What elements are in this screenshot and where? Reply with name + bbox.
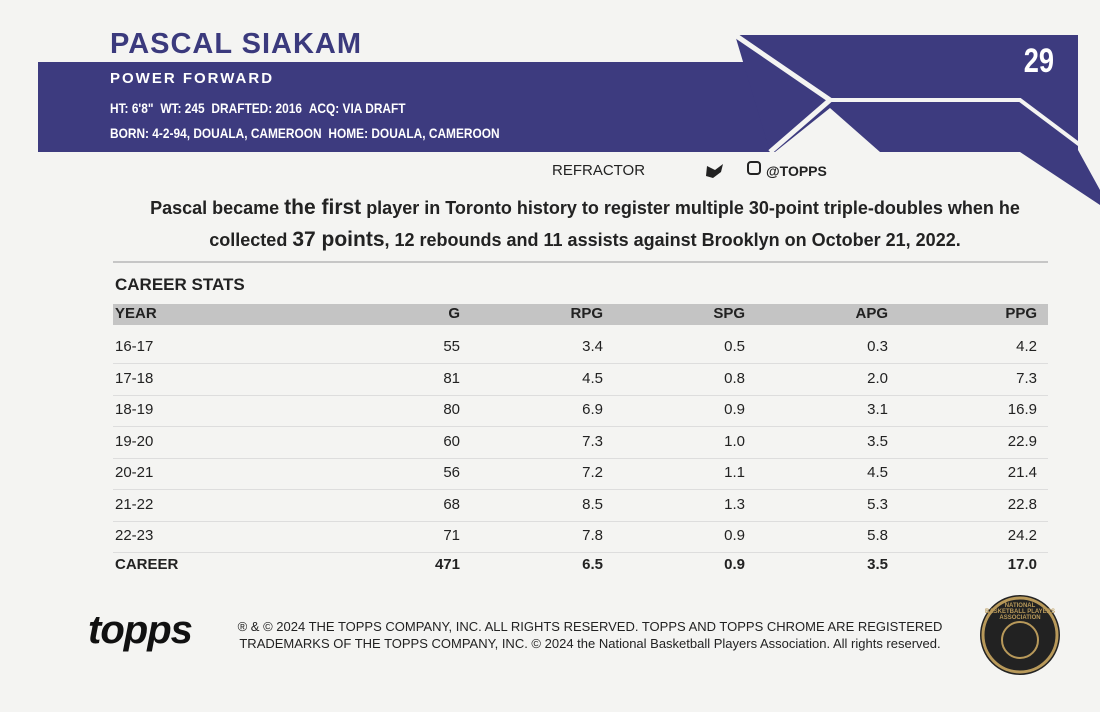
- table-cell: 19-20: [115, 432, 154, 450]
- column-header: G: [448, 305, 460, 322]
- table-cell: 2.0: [867, 369, 888, 387]
- position: POWER FORWARD: [110, 70, 275, 87]
- info-item: BORN: 4-2-94, DOUALA, CAMEROON: [110, 125, 322, 141]
- table-cell: 56: [443, 464, 460, 481]
- table-cell: 0.9: [724, 527, 745, 544]
- player-name: PASCAL SIAKAM: [110, 28, 362, 60]
- info-item: HOME: DOUALA, CAMEROON: [328, 125, 500, 141]
- info-item: ACQ: VIA DRAFT: [308, 100, 406, 116]
- table-cell: 4.5: [867, 464, 888, 481]
- row-divider: [113, 457, 1048, 459]
- row-divider: [113, 552, 1048, 553]
- row-divider: [113, 426, 1048, 427]
- info-item: DRAFTED: 2016: [211, 100, 303, 116]
- total-cell: 3.5: [867, 555, 888, 573]
- column-header: SPG: [713, 305, 745, 322]
- table-title: CAREER STATS: [115, 275, 245, 294]
- info-item: WT: 245: [160, 100, 205, 116]
- table-cell: 68: [443, 495, 460, 513]
- logo: topps: [88, 608, 193, 652]
- blurb-text: Pascal became: [150, 198, 285, 218]
- table-cell: 21.4: [1007, 464, 1037, 481]
- info-line: BORN: 4-2-94, DOUALA, CAMEROON HOME: DOUA…: [110, 125, 506, 141]
- row-divider: [113, 520, 1048, 522]
- total-cell: 17.0: [1007, 555, 1037, 573]
- variant: REFRACTOR: [552, 162, 646, 179]
- blurb-emphasis: 37 points: [292, 228, 385, 251]
- legal: ® & © 2024 THE TOPPS COMPANY, INC. ALL R…: [225, 618, 955, 652]
- table-cell: 22.8: [1007, 495, 1037, 513]
- table-cell: 20-21: [115, 464, 154, 481]
- table-cell: 22-23: [115, 527, 154, 544]
- table-cell: 8.5: [582, 495, 603, 513]
- total-cell: 471: [434, 555, 460, 573]
- table-cell: 0.9: [724, 401, 745, 418]
- table-cell: 0.5: [724, 338, 745, 355]
- table-cell: 4.2: [1016, 338, 1037, 355]
- table-cell: 60: [443, 432, 460, 450]
- table-cell: 81: [443, 369, 460, 387]
- blurb-text: player in Toronto history to register mu…: [209, 198, 1020, 250]
- table-cell: 7.2: [582, 464, 603, 481]
- total-cell: 0.9: [724, 555, 745, 573]
- table-cell: 21-22: [115, 495, 154, 513]
- table-cell: 1.3: [724, 495, 745, 513]
- table-cell: 3.5: [867, 432, 888, 450]
- social-handle: @TOPPS: [766, 163, 827, 179]
- table-cell: 0.3: [867, 338, 888, 355]
- table-cell: 71: [443, 527, 460, 544]
- card-number: 29: [1023, 42, 1055, 80]
- table-cell: 7.8: [582, 527, 603, 544]
- row-divider: [113, 489, 1048, 490]
- table-cell: 7.3: [1016, 369, 1037, 387]
- row-divider: [113, 363, 1048, 364]
- table-cell: 55: [443, 338, 460, 355]
- column-header: YEAR: [115, 305, 157, 322]
- column-header: APG: [855, 305, 888, 322]
- table-cell: 1.0: [724, 432, 745, 450]
- table-cell: 17-18: [115, 369, 154, 387]
- total-cell: 6.5: [582, 555, 603, 573]
- table-cell: 7.3: [582, 432, 603, 450]
- column-header: RPG: [570, 305, 603, 322]
- table-cell: 0.8: [724, 369, 745, 387]
- badge-text: NATIONAL BASKETBALL PLAYERS ASSOCIATION: [985, 603, 1056, 621]
- table-cell: 1.1: [724, 464, 745, 481]
- table-cell: 3.1: [867, 401, 888, 418]
- info-line: HT: 6'8" WT: 245 DRAFTED: 2016 ACQ: VIA DRA…: [110, 100, 412, 116]
- total-cell: CAREER: [115, 555, 179, 573]
- legal-line: TRADEMARKS OF THE TOPPS COMPANY, INC. © …: [239, 636, 941, 651]
- table-cell: 16.9: [1007, 401, 1037, 418]
- legal-line: ® & © 2024 THE TOPPS COMPANY, INC. ALL R…: [237, 619, 943, 634]
- table-cell: 16-17: [115, 338, 154, 355]
- table-cell: 4.5: [582, 369, 603, 387]
- blurb-emphasis: the first: [284, 196, 362, 219]
- column-header: PPG: [1005, 305, 1037, 322]
- table-cell: 80: [443, 401, 460, 418]
- table-cell: 18-19: [115, 401, 154, 418]
- row-divider: [113, 394, 1048, 396]
- table-cell: 22.9: [1007, 432, 1037, 450]
- table-cell: 5.8: [867, 527, 888, 544]
- table-cell: 5.3: [867, 495, 888, 513]
- table-cell: 24.2: [1007, 527, 1037, 544]
- info-item: HT: 6'8": [110, 100, 154, 116]
- blurb-text: , 12 rebounds and 11 assists against Bro…: [384, 230, 961, 250]
- table-cell: 3.4: [582, 338, 603, 355]
- table-cell: 6.9: [582, 401, 603, 418]
- blurb: Pascal became the first player in Toront…: [110, 192, 1060, 256]
